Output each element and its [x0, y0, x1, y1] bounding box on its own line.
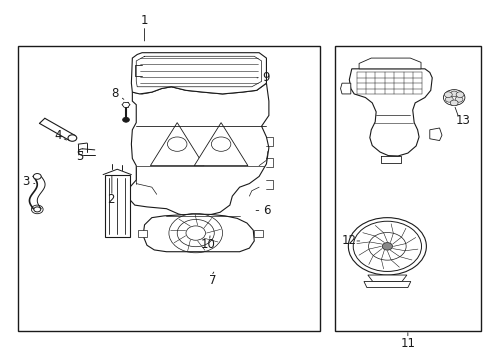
Polygon shape [340, 83, 350, 94]
Polygon shape [131, 53, 266, 94]
Polygon shape [358, 58, 420, 69]
Circle shape [382, 243, 392, 250]
Circle shape [444, 92, 451, 98]
Polygon shape [130, 83, 268, 217]
Polygon shape [367, 275, 406, 282]
Bar [18, 45, 320, 330]
Text: 9: 9 [262, 71, 270, 84]
Circle shape [449, 100, 457, 106]
Circle shape [455, 92, 463, 98]
Text: 4: 4 [54, 129, 62, 142]
Text: 5: 5 [76, 150, 83, 163]
Circle shape [211, 137, 230, 151]
Text: 11: 11 [400, 337, 414, 350]
Polygon shape [194, 123, 247, 166]
Text: 6: 6 [262, 204, 270, 217]
Text: 8: 8 [111, 87, 119, 100]
Polygon shape [363, 282, 410, 288]
Circle shape [33, 174, 41, 179]
Text: 13: 13 [455, 114, 469, 127]
Circle shape [167, 137, 186, 151]
Text: 12: 12 [341, 234, 356, 247]
Circle shape [454, 96, 462, 102]
Polygon shape [429, 128, 441, 140]
Text: 3: 3 [22, 175, 30, 188]
Circle shape [34, 207, 41, 212]
Circle shape [445, 96, 452, 102]
Text: 10: 10 [200, 238, 215, 251]
Text: 1: 1 [141, 14, 148, 27]
Text: 7: 7 [209, 274, 216, 287]
Circle shape [68, 135, 77, 141]
Bar [334, 45, 480, 330]
Polygon shape [40, 118, 75, 141]
Circle shape [449, 91, 457, 97]
Polygon shape [150, 123, 203, 166]
Circle shape [347, 218, 426, 275]
Bar [104, 175, 130, 237]
Polygon shape [143, 214, 254, 252]
Circle shape [352, 221, 421, 271]
Polygon shape [138, 230, 147, 237]
Circle shape [122, 117, 129, 122]
Polygon shape [348, 69, 431, 156]
Text: 2: 2 [106, 193, 114, 206]
Polygon shape [254, 230, 263, 237]
